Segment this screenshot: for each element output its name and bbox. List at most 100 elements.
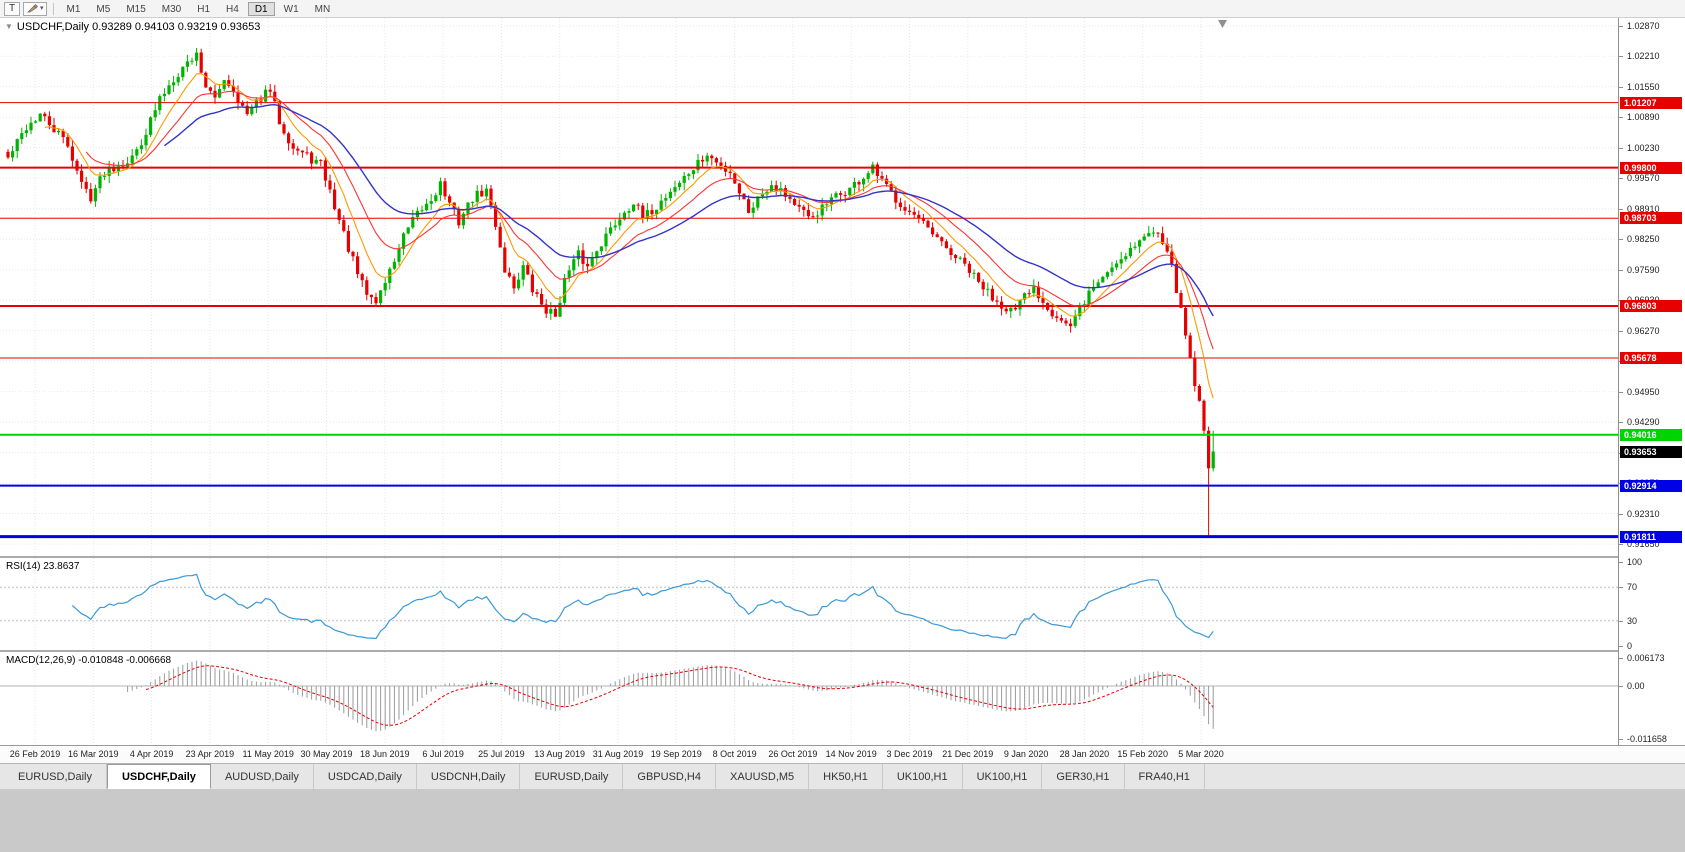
- pencil-icon: [27, 4, 38, 13]
- time-axis[interactable]: 26 Feb 2019 16 Mar 2019 4 Apr 2019 23 Apr 2…: [0, 745, 1685, 763]
- axis-tick-mark: [1619, 686, 1623, 687]
- axis-tick-mark: [1619, 330, 1623, 332]
- candles: [6, 48, 1215, 537]
- date-tick-label: 18 Jun 2019: [360, 749, 410, 759]
- chart-tab-eurusd-daily[interactable]: EURUSD,Daily: [4, 764, 107, 789]
- date-tick-label: 31 Aug 2019: [592, 749, 644, 759]
- chart-tab-audusd-daily[interactable]: AUDUSD,Daily: [211, 764, 314, 789]
- axis-tick-mark: [1619, 25, 1623, 27]
- rsi-panel-canvas[interactable]: [0, 558, 1618, 650]
- chart-tab-eurusd-daily[interactable]: EURUSD,Daily: [520, 764, 624, 789]
- date-tick-label: 14 Nov 2019: [825, 749, 877, 759]
- price-tick-label: 1.01550: [1627, 81, 1660, 92]
- toolbar-separator: [52, 2, 54, 15]
- price-tick-label: 1.00230: [1627, 142, 1660, 153]
- grid: [0, 18, 1618, 556]
- status-area: [0, 789, 1685, 852]
- date-tick-label: 19 Sep 2019: [650, 749, 702, 759]
- rsi-indicator-label: RSI(14) 23.8637: [6, 561, 80, 572]
- chart-tab-gbpusd-h4[interactable]: GBPUSD,H4: [623, 764, 716, 789]
- timeframe-button-m15[interactable]: M15: [119, 2, 152, 16]
- chart-tab-usdcad-daily[interactable]: USDCAD,Daily: [314, 764, 417, 789]
- date-tick-label: 26 Oct 2019: [768, 749, 818, 759]
- level-price-label[interactable]: 1.01207: [1620, 96, 1682, 109]
- price-chart-canvas[interactable]: [0, 18, 1618, 556]
- date-tick-label: 25 Jul 2019: [478, 749, 525, 759]
- chart-tab-usdcnh-daily[interactable]: USDCNH,Daily: [417, 764, 521, 789]
- timeframe-button-m30[interactable]: M30: [155, 2, 188, 16]
- date-tick-label: 15 Feb 2020: [1117, 749, 1168, 759]
- moving-averages: [44, 73, 1214, 399]
- medium-ma-line: [85, 90, 1214, 350]
- axis-tick-mark: [1619, 117, 1623, 119]
- axis-tick-mark: [1619, 239, 1623, 241]
- macd-scale-label: 0.00: [1627, 681, 1645, 691]
- date-tick-label: 21 Dec 2019: [942, 749, 994, 759]
- axis-tick-mark: [1619, 178, 1623, 180]
- axis-tick-mark: [1619, 562, 1623, 563]
- collapse-arrow-icon[interactable]: ▼: [5, 22, 13, 31]
- date-tick-label: 28 Jan 2020: [1059, 749, 1110, 759]
- panel-separator[interactable]: [0, 650, 1685, 653]
- level-price-label[interactable]: 0.98703: [1620, 212, 1682, 225]
- chart-tab-uk100-h1[interactable]: UK100,H1: [963, 764, 1043, 789]
- rsi-level-label: 0: [1627, 641, 1633, 651]
- chart-shift-marker[interactable]: [1218, 20, 1227, 28]
- timeframe-button-h4[interactable]: H4: [219, 2, 246, 16]
- macd-panel-canvas[interactable]: [0, 652, 1618, 745]
- slow-ma-line: [163, 103, 1214, 317]
- level-price-label[interactable]: 0.92914: [1620, 479, 1682, 492]
- level-price-label[interactable]: 0.94016: [1620, 428, 1682, 441]
- macd-scale-label: 0.006173: [1627, 653, 1665, 663]
- chart-tab-hk50-h1[interactable]: HK50,H1: [809, 764, 883, 789]
- chart-tab-xauusd-m5[interactable]: XAUUSD,M5: [716, 764, 810, 789]
- axis-tick-mark: [1619, 620, 1623, 622]
- text-tool-button[interactable]: T: [4, 1, 20, 16]
- chart-tab-usdchf-daily[interactable]: USDCHF,Daily: [106, 764, 211, 789]
- chevron-down-icon: ▾: [40, 5, 44, 12]
- axis-tick-mark: [1619, 86, 1623, 88]
- axis-tick-mark: [1619, 147, 1623, 149]
- level-price-label[interactable]: 0.95678: [1620, 352, 1682, 364]
- price-axis[interactable]: 1.02870 1.02210 1.01550 1.00890 1.00230 0.995…: [1618, 18, 1685, 745]
- chart-tab-uk100-h1[interactable]: UK100,H1: [883, 764, 963, 789]
- level-price-label[interactable]: 0.91811: [1620, 530, 1682, 543]
- date-tick-label: 30 May 2019: [300, 749, 353, 759]
- date-tick-label: 8 Oct 2019: [712, 749, 757, 759]
- axis-tick-mark: [1619, 587, 1623, 589]
- date-tick-label: 6 Jul 2019: [422, 749, 464, 759]
- axis-tick-mark: [1619, 646, 1623, 647]
- axis-tick-mark: [1619, 208, 1623, 210]
- timeframe-button-m1[interactable]: M1: [60, 2, 88, 16]
- date-tick-label: 9 Jan 2020: [1003, 749, 1049, 759]
- level-price-label[interactable]: 0.96803: [1620, 300, 1682, 312]
- axis-tick-mark: [1619, 56, 1623, 58]
- toolbar: T ▾ M1 M5 M15 M30 H1 H4 D1 W1 MN: [0, 0, 1685, 18]
- horizontal-level-lines[interactable]: [0, 102, 1618, 539]
- rsi-grid: [0, 558, 1618, 650]
- rsi-level-label: 100: [1627, 557, 1643, 567]
- date-tick-label: 5 Mar 2020: [1178, 749, 1224, 759]
- timeframe-button-m5[interactable]: M5: [89, 2, 117, 16]
- price-tick-label: 0.94290: [1627, 417, 1660, 428]
- level-price-label[interactable]: 0.99800: [1620, 161, 1682, 174]
- chart-tab-ger30-h1[interactable]: GER30,H1: [1042, 764, 1125, 789]
- timeframe-group: M1 M5 M15 M30 H1 H4 D1 W1 MN: [60, 1, 338, 16]
- panel-separator[interactable]: [0, 556, 1685, 559]
- axis-tick-mark: [1619, 391, 1623, 393]
- chart-title-text: USDCHF,Daily 0.93289 0.94103 0.93219 0.9…: [16, 21, 261, 33]
- price-tick-label: 1.00890: [1627, 112, 1660, 123]
- drawing-tool-dropdown[interactable]: ▾: [23, 1, 47, 16]
- timeframe-button-d1[interactable]: D1: [247, 1, 275, 16]
- macd-indicator-label: MACD(12,26,9) -0.010848 -0.006668: [6, 655, 172, 666]
- price-tick-label: 0.92310: [1627, 508, 1660, 519]
- timeframe-button-w1[interactable]: W1: [277, 2, 306, 16]
- macd-scale-label: -0.011658: [1627, 734, 1667, 744]
- chart-tab-fra40-h1[interactable]: FRA40,H1: [1125, 764, 1205, 789]
- macd-signal-line: [145, 665, 1214, 726]
- current-price-label[interactable]: 0.93653: [1620, 445, 1682, 458]
- date-tick-label: 13 Aug 2019: [534, 749, 585, 759]
- timeframe-button-h1[interactable]: H1: [190, 2, 217, 16]
- timeframe-button-mn[interactable]: MN: [308, 2, 338, 16]
